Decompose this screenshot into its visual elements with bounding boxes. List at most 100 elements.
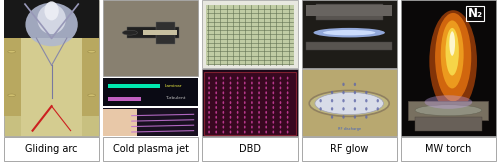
- Bar: [156, 22, 174, 44]
- Ellipse shape: [216, 116, 217, 119]
- Ellipse shape: [286, 77, 288, 80]
- Ellipse shape: [266, 101, 267, 104]
- Ellipse shape: [320, 107, 322, 110]
- Ellipse shape: [237, 77, 238, 80]
- Ellipse shape: [222, 91, 224, 94]
- Ellipse shape: [237, 86, 238, 89]
- Bar: [401, 0, 496, 136]
- Ellipse shape: [342, 107, 344, 110]
- Bar: [4, 34, 21, 116]
- Ellipse shape: [272, 101, 274, 104]
- Ellipse shape: [251, 81, 253, 85]
- Ellipse shape: [230, 106, 232, 109]
- Ellipse shape: [230, 96, 232, 99]
- Ellipse shape: [286, 131, 288, 133]
- Ellipse shape: [266, 116, 267, 119]
- Circle shape: [88, 51, 96, 53]
- Bar: [103, 108, 198, 136]
- Ellipse shape: [244, 131, 246, 133]
- Bar: [306, 42, 392, 50]
- Ellipse shape: [266, 77, 267, 80]
- Ellipse shape: [280, 116, 281, 119]
- Bar: [202, 137, 298, 161]
- Ellipse shape: [280, 126, 281, 129]
- Ellipse shape: [258, 131, 260, 133]
- Ellipse shape: [272, 121, 274, 124]
- Ellipse shape: [286, 126, 288, 129]
- Ellipse shape: [286, 116, 288, 119]
- Text: Laminar: Laminar: [165, 84, 182, 88]
- Circle shape: [8, 51, 16, 53]
- Ellipse shape: [251, 131, 253, 133]
- Ellipse shape: [430, 10, 477, 112]
- Ellipse shape: [244, 101, 246, 104]
- Ellipse shape: [216, 126, 217, 129]
- Text: RF glow: RF glow: [330, 144, 368, 154]
- Bar: [103, 137, 198, 161]
- Ellipse shape: [237, 126, 238, 129]
- Ellipse shape: [272, 106, 274, 109]
- Ellipse shape: [258, 111, 260, 114]
- Ellipse shape: [251, 106, 253, 109]
- Text: Cold plasma jet: Cold plasma jet: [113, 144, 189, 154]
- Ellipse shape: [342, 99, 344, 102]
- Ellipse shape: [365, 107, 368, 110]
- Ellipse shape: [286, 91, 288, 94]
- Ellipse shape: [280, 81, 281, 85]
- Ellipse shape: [272, 116, 274, 119]
- Ellipse shape: [251, 116, 253, 119]
- Ellipse shape: [258, 96, 260, 99]
- Ellipse shape: [237, 91, 238, 94]
- Ellipse shape: [216, 101, 217, 104]
- Ellipse shape: [237, 131, 238, 133]
- Bar: [108, 84, 160, 88]
- Ellipse shape: [280, 86, 281, 89]
- Ellipse shape: [272, 96, 274, 99]
- Ellipse shape: [222, 77, 224, 80]
- Ellipse shape: [286, 111, 288, 114]
- Ellipse shape: [208, 81, 210, 85]
- Ellipse shape: [266, 126, 267, 129]
- Ellipse shape: [441, 20, 464, 88]
- Ellipse shape: [376, 107, 379, 110]
- Ellipse shape: [208, 121, 210, 124]
- Ellipse shape: [230, 91, 232, 94]
- Ellipse shape: [266, 91, 267, 94]
- Ellipse shape: [244, 81, 246, 85]
- Ellipse shape: [266, 111, 267, 114]
- Ellipse shape: [222, 106, 224, 109]
- Ellipse shape: [237, 116, 238, 119]
- Ellipse shape: [272, 91, 274, 94]
- Bar: [103, 109, 136, 136]
- Bar: [302, 0, 397, 68]
- Ellipse shape: [424, 95, 472, 109]
- Ellipse shape: [446, 28, 459, 75]
- Circle shape: [88, 94, 96, 97]
- Ellipse shape: [216, 106, 217, 109]
- Ellipse shape: [286, 96, 288, 99]
- Ellipse shape: [216, 91, 217, 94]
- Ellipse shape: [280, 111, 281, 114]
- Ellipse shape: [258, 121, 260, 124]
- Ellipse shape: [222, 121, 224, 124]
- Bar: [316, 4, 382, 20]
- Bar: [127, 27, 180, 38]
- Ellipse shape: [365, 91, 368, 94]
- Ellipse shape: [244, 96, 246, 99]
- Ellipse shape: [216, 111, 217, 114]
- Text: RF discharge: RF discharge: [338, 127, 360, 131]
- Ellipse shape: [230, 86, 232, 89]
- Ellipse shape: [258, 116, 260, 119]
- Ellipse shape: [208, 111, 210, 114]
- Ellipse shape: [208, 96, 210, 99]
- Ellipse shape: [251, 121, 253, 124]
- Ellipse shape: [222, 86, 224, 89]
- Ellipse shape: [354, 107, 356, 110]
- Ellipse shape: [230, 116, 232, 119]
- Ellipse shape: [342, 91, 344, 94]
- Ellipse shape: [266, 86, 267, 89]
- Ellipse shape: [208, 116, 210, 119]
- Ellipse shape: [251, 96, 253, 99]
- Ellipse shape: [216, 96, 217, 99]
- Ellipse shape: [230, 121, 232, 124]
